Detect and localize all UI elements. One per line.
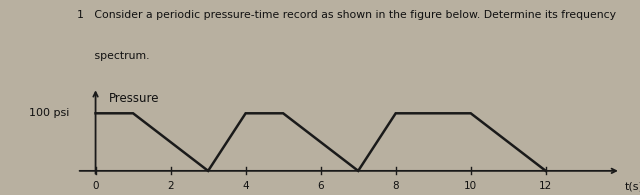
- Text: 1   Consider a periodic pressure-time record as shown in the figure below. Deter: 1 Consider a periodic pressure-time reco…: [77, 10, 616, 20]
- Text: spectrum.: spectrum.: [77, 51, 149, 61]
- Text: 0: 0: [92, 181, 99, 191]
- Text: t(s): t(s): [625, 181, 640, 191]
- Text: 2: 2: [167, 181, 174, 191]
- Text: Pressure: Pressure: [109, 92, 159, 105]
- Text: 6: 6: [317, 181, 324, 191]
- Text: 100 psi: 100 psi: [29, 108, 69, 118]
- Text: 4: 4: [243, 181, 249, 191]
- Text: 12: 12: [539, 181, 552, 191]
- Text: 8: 8: [392, 181, 399, 191]
- Text: 10: 10: [464, 181, 477, 191]
